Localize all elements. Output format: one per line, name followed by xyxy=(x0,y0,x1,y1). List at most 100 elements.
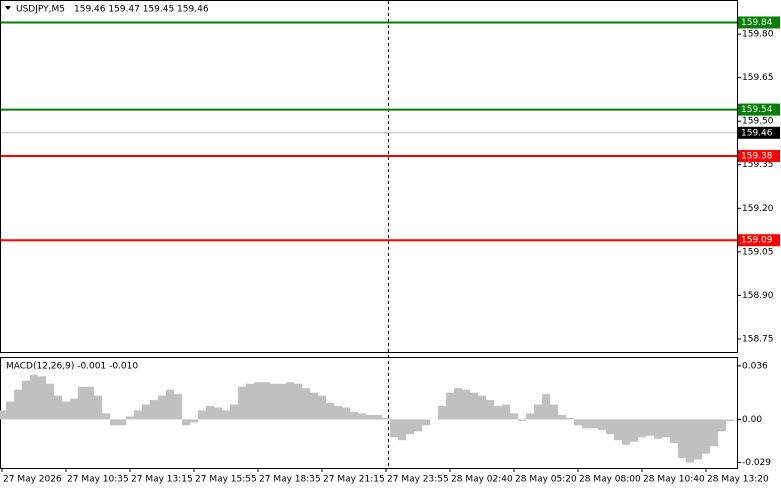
macd-bar xyxy=(190,419,198,423)
macd-bar xyxy=(686,419,694,463)
macd-bar xyxy=(158,395,166,420)
macd-bar xyxy=(38,376,46,420)
macd-bar xyxy=(142,404,150,420)
chart-title: USDJPY,M5 xyxy=(16,5,65,15)
macd-bar xyxy=(222,410,230,420)
macd-bar xyxy=(0,410,6,420)
last-price-box xyxy=(738,126,780,139)
macd-bar xyxy=(598,419,606,430)
macd-bar xyxy=(566,417,574,420)
x-tick-label: 27 May 2026 xyxy=(3,475,62,485)
macd-bar xyxy=(102,413,110,420)
macd-bar xyxy=(270,383,278,420)
y-tick-label: 159.80 xyxy=(742,30,774,40)
macd-bar xyxy=(470,392,478,420)
macd-bar xyxy=(326,403,334,420)
macd-bar xyxy=(422,419,430,426)
y-tick-label: 0.00 xyxy=(742,415,762,425)
level-label-box xyxy=(738,103,780,116)
macd-bar xyxy=(174,394,182,420)
level-label-box xyxy=(738,234,780,247)
macd-bar xyxy=(454,388,462,420)
y-tick-label: 159.50 xyxy=(742,117,774,127)
x-tick-label: 27 May 23:55 xyxy=(387,475,449,485)
macd-bar xyxy=(662,419,670,438)
macd-bar xyxy=(94,395,102,420)
level-label: 159.38 xyxy=(741,152,773,162)
macd-bar xyxy=(318,395,326,420)
macd-bar xyxy=(166,389,174,420)
macd-title: MACD(12,26,9) -0.001 -0.010 xyxy=(6,362,138,372)
macd-bar xyxy=(718,419,726,432)
macd-bar xyxy=(678,419,686,459)
menu-arrow xyxy=(5,6,11,10)
macd-bar xyxy=(518,419,526,421)
macd-bar xyxy=(62,401,70,420)
macd-bar xyxy=(582,419,590,429)
x-tick-label: 27 May 21:15 xyxy=(323,475,385,485)
x-tick-label: 27 May 15:55 xyxy=(195,475,257,485)
macd-bar xyxy=(198,410,206,420)
x-tick-label: 28 May 13:20 xyxy=(707,475,769,485)
level-label-box xyxy=(738,150,780,163)
macd-bar xyxy=(294,383,302,420)
x-tick-label: 28 May 02:40 xyxy=(451,475,513,485)
macd-bar xyxy=(278,383,286,420)
macd-bar xyxy=(54,395,62,420)
macd-bar xyxy=(398,419,406,441)
macd-bar xyxy=(126,416,134,420)
macd-bar xyxy=(262,382,270,420)
macd-bar xyxy=(390,419,398,438)
macd-bar xyxy=(310,392,318,420)
ohlc-text: 159.46 159.47 159.45 159.46 xyxy=(74,5,209,15)
macd-bar xyxy=(334,406,342,420)
macd-bar xyxy=(510,413,518,420)
macd-bar xyxy=(182,419,190,426)
y-tick-label: 159.35 xyxy=(742,160,774,170)
macd-bar xyxy=(710,419,718,447)
level-label-box xyxy=(738,16,780,29)
macd-bar xyxy=(486,400,494,420)
x-tick-label: 27 May 10:35 xyxy=(67,475,129,485)
y-tick-label: 0.036 xyxy=(742,361,768,371)
macd-bar xyxy=(550,404,558,420)
macd-panel xyxy=(0,357,738,469)
macd-bar xyxy=(438,406,446,420)
macd-bar xyxy=(382,417,390,420)
macd-bar xyxy=(246,383,254,420)
macd-bar xyxy=(414,419,422,432)
macd-bar xyxy=(670,419,678,444)
macd-bar xyxy=(526,413,534,420)
macd-bar xyxy=(694,419,702,460)
macd-bar xyxy=(22,380,30,420)
macd-bar xyxy=(494,406,502,420)
y-tick-label: 159.65 xyxy=(742,73,774,83)
macd-bar xyxy=(542,394,550,420)
x-tick-label: 28 May 08:00 xyxy=(579,475,641,485)
macd-bar xyxy=(350,411,358,420)
x-tick-label: 28 May 05:20 xyxy=(515,475,577,485)
macd-bar xyxy=(654,419,662,439)
macd-bar xyxy=(574,419,582,426)
level-label: 159.54 xyxy=(741,105,773,115)
level-label: 159.09 xyxy=(741,236,773,246)
macd-bar xyxy=(702,419,710,454)
macd-bar xyxy=(622,419,630,445)
macd-bar xyxy=(590,419,598,429)
y-tick-label: 158.90 xyxy=(742,291,774,301)
macd-bar xyxy=(150,400,158,420)
macd-bar xyxy=(406,419,414,435)
macd-bar xyxy=(614,419,622,441)
macd-bar xyxy=(286,382,294,420)
macd-bar xyxy=(230,404,238,420)
macd-bar xyxy=(214,407,222,420)
macd-bar xyxy=(118,419,126,426)
macd-bar xyxy=(46,383,54,420)
macd-bar xyxy=(134,410,142,420)
macd-bar xyxy=(302,388,310,420)
macd-bar xyxy=(358,413,366,420)
y-tick-label: 159.05 xyxy=(742,247,774,257)
macd-bar xyxy=(342,407,350,420)
level-label: 159.84 xyxy=(741,18,773,28)
macd-bar xyxy=(238,386,246,420)
